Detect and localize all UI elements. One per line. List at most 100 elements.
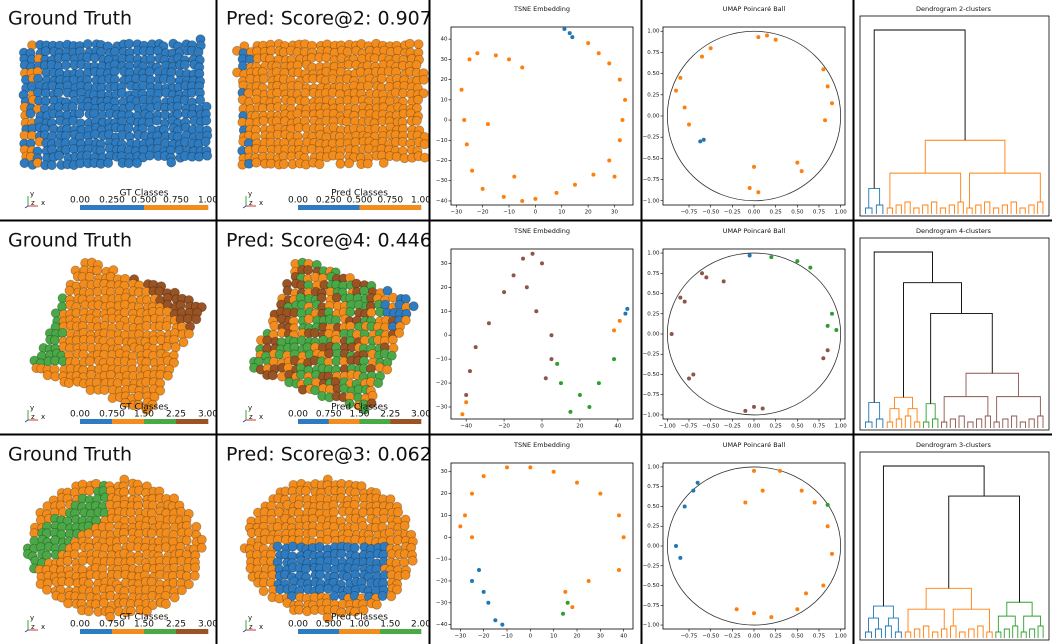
y-tick-label: 0 bbox=[444, 118, 448, 124]
x-tick-label: −20 bbox=[498, 424, 510, 430]
dendrogram-link bbox=[992, 207, 1000, 214]
point-sphere bbox=[387, 334, 398, 345]
dendrogram-link bbox=[904, 201, 911, 214]
scatter-point bbox=[617, 138, 622, 143]
colorbar-tick-label: 0.00 bbox=[70, 620, 90, 630]
point-sphere bbox=[413, 94, 424, 105]
scatter-point bbox=[678, 295, 683, 300]
scatter-point bbox=[691, 372, 696, 377]
plot-title: UMAP Poincaré Ball bbox=[723, 5, 786, 13]
colorbar-tick-label: 0.500 bbox=[347, 196, 373, 206]
y-tick-label: −0.75 bbox=[643, 177, 660, 183]
y-tick-label: 0 bbox=[444, 535, 448, 541]
point-sphere bbox=[386, 350, 397, 361]
colorbar-segment bbox=[390, 419, 422, 424]
point-sphere bbox=[57, 327, 68, 338]
point-sphere bbox=[393, 507, 404, 518]
point-cloud-render bbox=[248, 257, 419, 415]
y-tick-label: 1.00 bbox=[647, 29, 660, 35]
triad-label: x bbox=[41, 623, 45, 631]
point-sphere bbox=[144, 150, 155, 161]
plot-title: UMAP Poincaré Ball bbox=[723, 227, 786, 235]
colorbar-tick-label: 0.500 bbox=[131, 196, 157, 206]
x-tick-label: 40 bbox=[620, 634, 627, 640]
scatter-point bbox=[524, 285, 529, 290]
point-sphere bbox=[168, 357, 179, 368]
x-tick-label: 0.50 bbox=[791, 634, 804, 640]
point-sphere bbox=[382, 364, 393, 375]
x-tick-label: 0.75 bbox=[813, 424, 826, 430]
x-tick-label: −20 bbox=[477, 210, 489, 216]
scatter-point bbox=[812, 500, 817, 505]
point-sphere bbox=[46, 160, 57, 171]
colorbar-tick-label: 3.00 bbox=[411, 410, 431, 420]
x-tick-label: 20 bbox=[574, 634, 581, 640]
colorbar-tick-label: 0.500 bbox=[316, 620, 342, 630]
scatter-point bbox=[467, 369, 472, 374]
scatter-point bbox=[464, 393, 469, 398]
x-tick-label: −30 bbox=[450, 210, 462, 216]
scatter-point bbox=[549, 357, 554, 362]
point-sphere bbox=[377, 591, 388, 602]
scatter-point bbox=[765, 33, 769, 38]
colorbar-tick-label: 2.00 bbox=[411, 620, 431, 630]
colorbar-tick-label: 0.00 bbox=[70, 410, 90, 420]
point-sphere bbox=[258, 586, 269, 597]
point-sphere bbox=[386, 591, 397, 602]
point-sphere bbox=[371, 599, 382, 610]
scatter-point bbox=[691, 488, 696, 493]
x-tick-label: 20 bbox=[576, 424, 583, 430]
scatter-point bbox=[551, 469, 556, 474]
scatter-point bbox=[470, 535, 474, 540]
colorbar-tick-label: 0.750 bbox=[163, 196, 189, 206]
point-sphere bbox=[316, 292, 327, 303]
x-tick-label: 0 bbox=[534, 210, 538, 216]
point-sphere bbox=[294, 604, 305, 615]
y-tick-label: 0.00 bbox=[647, 544, 660, 550]
point-sphere bbox=[359, 285, 370, 296]
panel-title: Ground Truth bbox=[8, 230, 132, 252]
y-tick-label: −0.50 bbox=[643, 372, 660, 378]
point-sphere bbox=[161, 321, 172, 332]
scatter-point bbox=[534, 309, 539, 314]
colorbar-segment bbox=[80, 629, 113, 634]
scatter-point bbox=[830, 311, 834, 316]
point-sphere bbox=[404, 38, 415, 49]
point-sphere bbox=[418, 74, 429, 85]
colorbar-tick-label: 0.00 bbox=[70, 196, 90, 206]
x-tick-label: 0.50 bbox=[791, 210, 804, 216]
y-tick-label: 0.75 bbox=[647, 484, 660, 490]
scatter-point bbox=[682, 504, 687, 509]
y-tick-label: −1.00 bbox=[643, 412, 660, 418]
y-tick-label: 1.00 bbox=[647, 251, 660, 257]
plot-title: UMAP Poincaré Ball bbox=[723, 441, 786, 449]
scatter-point bbox=[752, 611, 756, 616]
colorbar-tick-label: 1.00 bbox=[349, 620, 369, 630]
y-tick-label: −20 bbox=[436, 158, 448, 164]
scatter-point bbox=[563, 589, 568, 594]
point-sphere bbox=[258, 73, 269, 84]
point-sphere bbox=[419, 152, 430, 163]
y-tick-label: −0.75 bbox=[643, 392, 660, 398]
x-tick-label: 30 bbox=[611, 210, 618, 216]
scatter-point bbox=[586, 578, 591, 583]
y-tick-label: −1.00 bbox=[643, 623, 660, 629]
y-tick-label: 20 bbox=[441, 491, 448, 497]
scatter-point bbox=[567, 31, 572, 36]
point-sphere bbox=[196, 542, 207, 553]
point-sphere bbox=[373, 378, 384, 389]
scatter-point bbox=[568, 409, 573, 414]
colorbar-tick-label: 0.00 bbox=[288, 620, 308, 630]
colorbar-tick-label: 0.00 bbox=[288, 196, 308, 206]
y-tick-label: 40 bbox=[441, 37, 448, 43]
x-tick-label: −0.25 bbox=[724, 210, 741, 216]
scatter-point bbox=[825, 323, 830, 328]
scatter-point bbox=[617, 568, 621, 573]
point-sphere bbox=[61, 60, 72, 71]
scatter-point bbox=[587, 405, 592, 410]
point-sphere bbox=[146, 576, 157, 587]
scatter-point bbox=[486, 600, 491, 605]
scatter-point bbox=[804, 591, 808, 596]
colorbar-tick-label: 0.250 bbox=[316, 196, 342, 206]
scatter-point bbox=[477, 568, 481, 573]
